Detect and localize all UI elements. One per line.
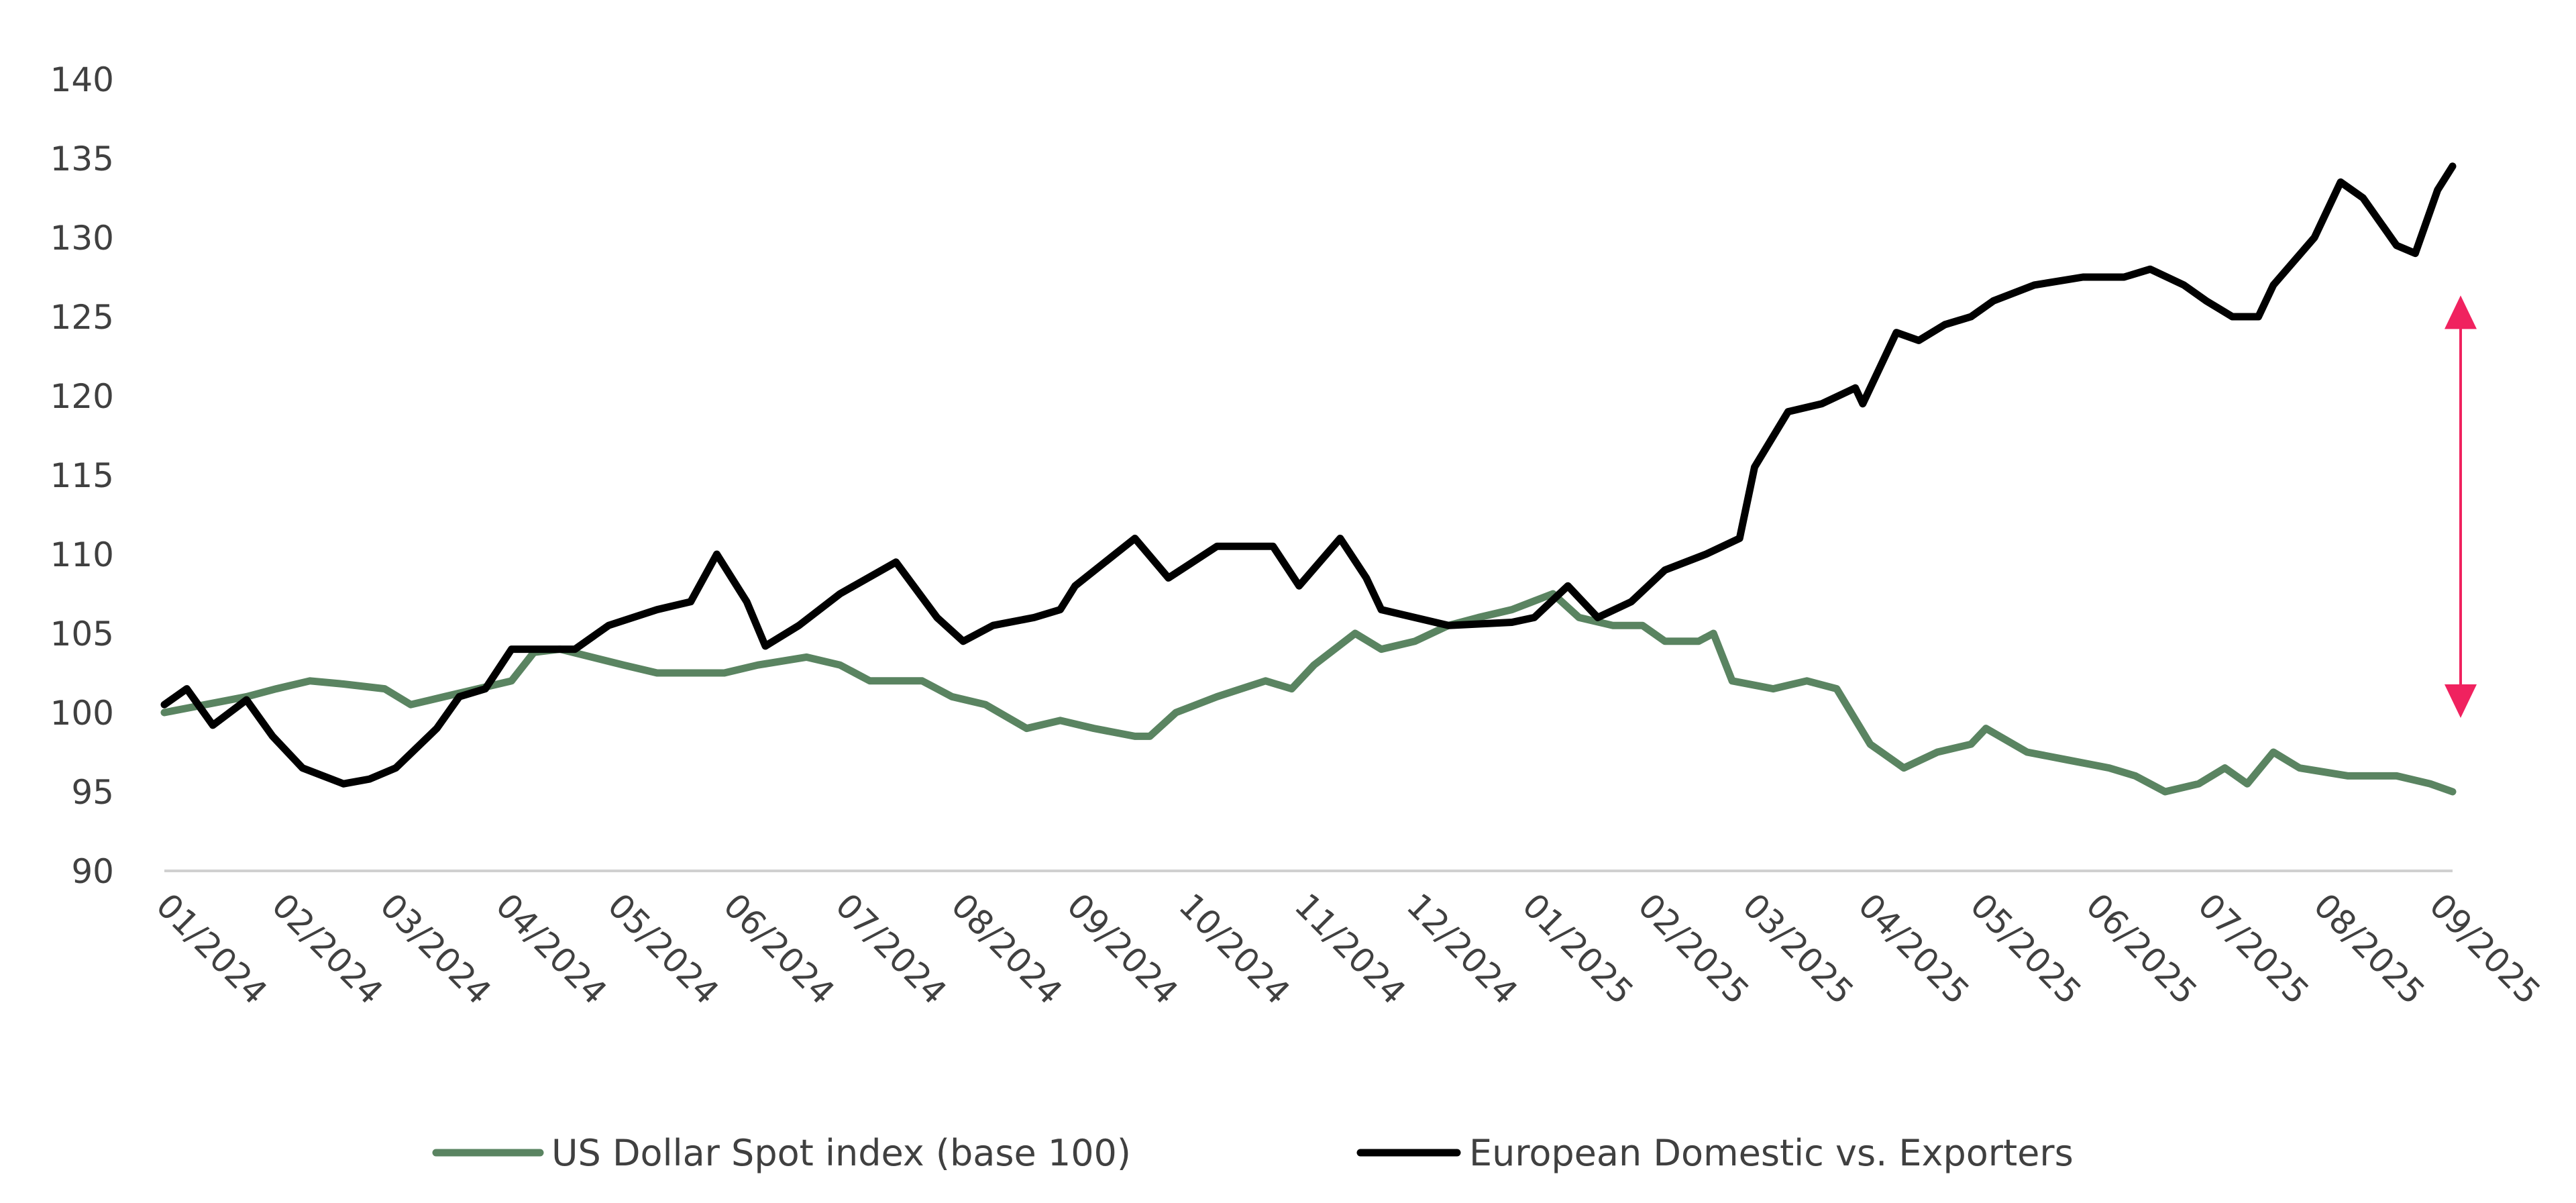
legend-item-usd[interactable]: US Dollar Spot index (base 100) [432, 1132, 1131, 1174]
y-tick-label: 135 [50, 140, 114, 178]
x-tick-label: 11/2024 [1287, 886, 1413, 1012]
x-tick-label: 06/2024 [716, 886, 842, 1012]
x-tick-label: 01/2024 [149, 886, 275, 1012]
x-tick-label: 07/2024 [828, 886, 954, 1012]
arrow-up-head [2445, 295, 2477, 329]
x-axis-ticks: 01/202402/202403/202404/202405/202406/20… [149, 886, 2548, 1012]
y-tick-label: 100 [50, 694, 114, 733]
x-tick-label: 03/2025 [1735, 886, 1861, 1012]
series-layer [160, 162, 2457, 796]
x-tick-label: 09/2024 [1059, 886, 1185, 1012]
x-tick-label: 04/2024 [488, 886, 614, 1012]
x-tick-label: 10/2024 [1171, 886, 1297, 1012]
y-axis-ticks: 90 95 100 105 110 115 120 125 130 135 140 [50, 60, 114, 891]
legend-label-european: European Domestic vs. Exporters [1469, 1132, 2074, 1174]
y-tick-label: 125 [50, 298, 114, 337]
x-tick-label: 08/2025 [2306, 886, 2432, 1012]
y-tick-label: 90 [71, 852, 114, 891]
y-tick-label: 105 [50, 615, 114, 653]
arrow-down-head [2445, 684, 2477, 718]
legend: US Dollar Spot index (base 100) European… [432, 1132, 2074, 1174]
legend-item-european[interactable]: European Domestic vs. Exporters [1356, 1132, 2074, 1174]
y-tick-label: 140 [50, 60, 114, 99]
x-tick-label: 02/2024 [264, 886, 390, 1012]
annotation-layer [2445, 295, 2477, 718]
x-tick-label: 03/2024 [372, 886, 498, 1012]
y-tick-label: 115 [50, 456, 114, 495]
series-line-0 [160, 590, 2457, 796]
x-tick-label: 04/2025 [1851, 886, 1977, 1012]
x-tick-label: 05/2024 [600, 886, 727, 1012]
x-tick-label: 01/2025 [1515, 886, 1641, 1012]
y-tick-label: 95 [71, 773, 114, 812]
x-tick-label: 08/2024 [944, 886, 1070, 1012]
x-tick-label: 09/2025 [2422, 886, 2548, 1012]
x-tick-label: 06/2025 [2078, 886, 2204, 1012]
series-line-1 [160, 162, 2457, 788]
y-tick-label: 120 [50, 377, 114, 416]
x-tick-label: 12/2024 [1399, 886, 1525, 1012]
y-tick-label: 130 [50, 219, 114, 258]
x-tick-label: 05/2025 [1963, 886, 2089, 1012]
y-tick-label: 110 [50, 535, 114, 574]
legend-label-usd: US Dollar Spot index (base 100) [551, 1132, 1131, 1174]
x-tick-label: 02/2025 [1631, 886, 1757, 1012]
x-tick-label: 07/2025 [2190, 886, 2316, 1012]
